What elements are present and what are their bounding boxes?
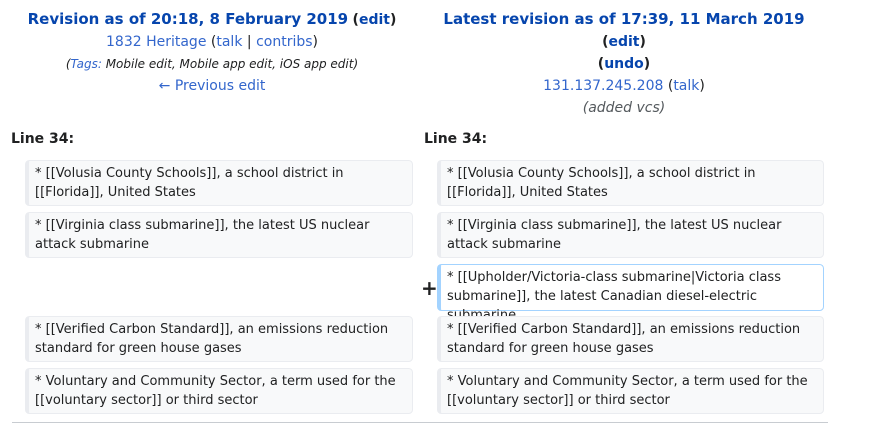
- undo-row: (undo): [597, 56, 651, 72]
- tags-value: Mobile edit, Mobile app edit, iOS app ed…: [105, 57, 354, 71]
- added-line: * [[Upholder/Victoria-class submarine|Vi…: [437, 264, 824, 323]
- added-line-marker: +: [421, 276, 438, 300]
- tags-link[interactable]: Tags:: [70, 57, 102, 71]
- old-revision-talk-link[interactable]: talk: [216, 34, 243, 50]
- new-context-line: * [[Verified Carbon Standard]], an emiss…: [437, 316, 824, 362]
- old-revision-tags: (Tags: Mobile edit, Mobile app edit, iOS…: [65, 57, 359, 71]
- old-revision-header: Revision as of 20:18, 8 February 2019 (e…: [12, 8, 412, 97]
- old-context-line: * [[Volusia County Schools]], a school d…: [25, 160, 413, 206]
- new-context-line: * Voluntary and Community Sector, a term…: [437, 368, 824, 414]
- new-revision-edit-link[interactable]: edit: [608, 34, 640, 50]
- undo-link[interactable]: undo: [604, 56, 644, 72]
- old-revision-edit-link[interactable]: edit: [358, 12, 390, 28]
- edit-summary: (added vcs): [582, 100, 666, 116]
- new-revision-talk-link[interactable]: talk: [673, 78, 700, 94]
- old-revision-user-link[interactable]: 1832 Heritage: [106, 34, 207, 50]
- new-revision-title-row: Latest revision as of 17:39, 11 March 20…: [443, 10, 805, 50]
- old-revision-title-row: Revision as of 20:18, 8 February 2019 (e…: [27, 10, 397, 28]
- edit-summary-text: added vcs: [588, 100, 660, 116]
- new-revision-header: Latest revision as of 17:39, 11 March 20…: [424, 8, 824, 119]
- old-line-number: Line 34:: [11, 131, 75, 147]
- old-context-line: * Voluntary and Community Sector, a term…: [25, 368, 413, 414]
- new-context-line: * [[Volusia County Schools]], a school d…: [437, 160, 824, 206]
- new-context-line: * [[Virginia class submarine]], the late…: [437, 212, 824, 258]
- new-revision-link[interactable]: Latest revision as of 17:39, 11 March 20…: [443, 10, 805, 28]
- old-revision-contribs-link[interactable]: contribs: [256, 34, 313, 50]
- previous-edit-row: ← Previous edit: [12, 75, 412, 97]
- new-revision-user-row: 131.137.245.208 (talk): [543, 78, 705, 94]
- new-line-number: Line 34:: [424, 131, 488, 147]
- old-revision-user-row: 1832 Heritage (talk | contribs): [106, 34, 318, 50]
- divider: [12, 422, 828, 423]
- new-revision-user-link[interactable]: 131.137.245.208: [543, 78, 664, 94]
- old-context-line: * [[Verified Carbon Standard]], an emiss…: [25, 316, 413, 362]
- old-context-line: * [[Virginia class submarine]], the late…: [25, 212, 413, 258]
- old-revision-link[interactable]: Revision as of 20:18, 8 February 2019: [27, 10, 349, 28]
- previous-edit-link[interactable]: ← Previous edit: [158, 78, 266, 94]
